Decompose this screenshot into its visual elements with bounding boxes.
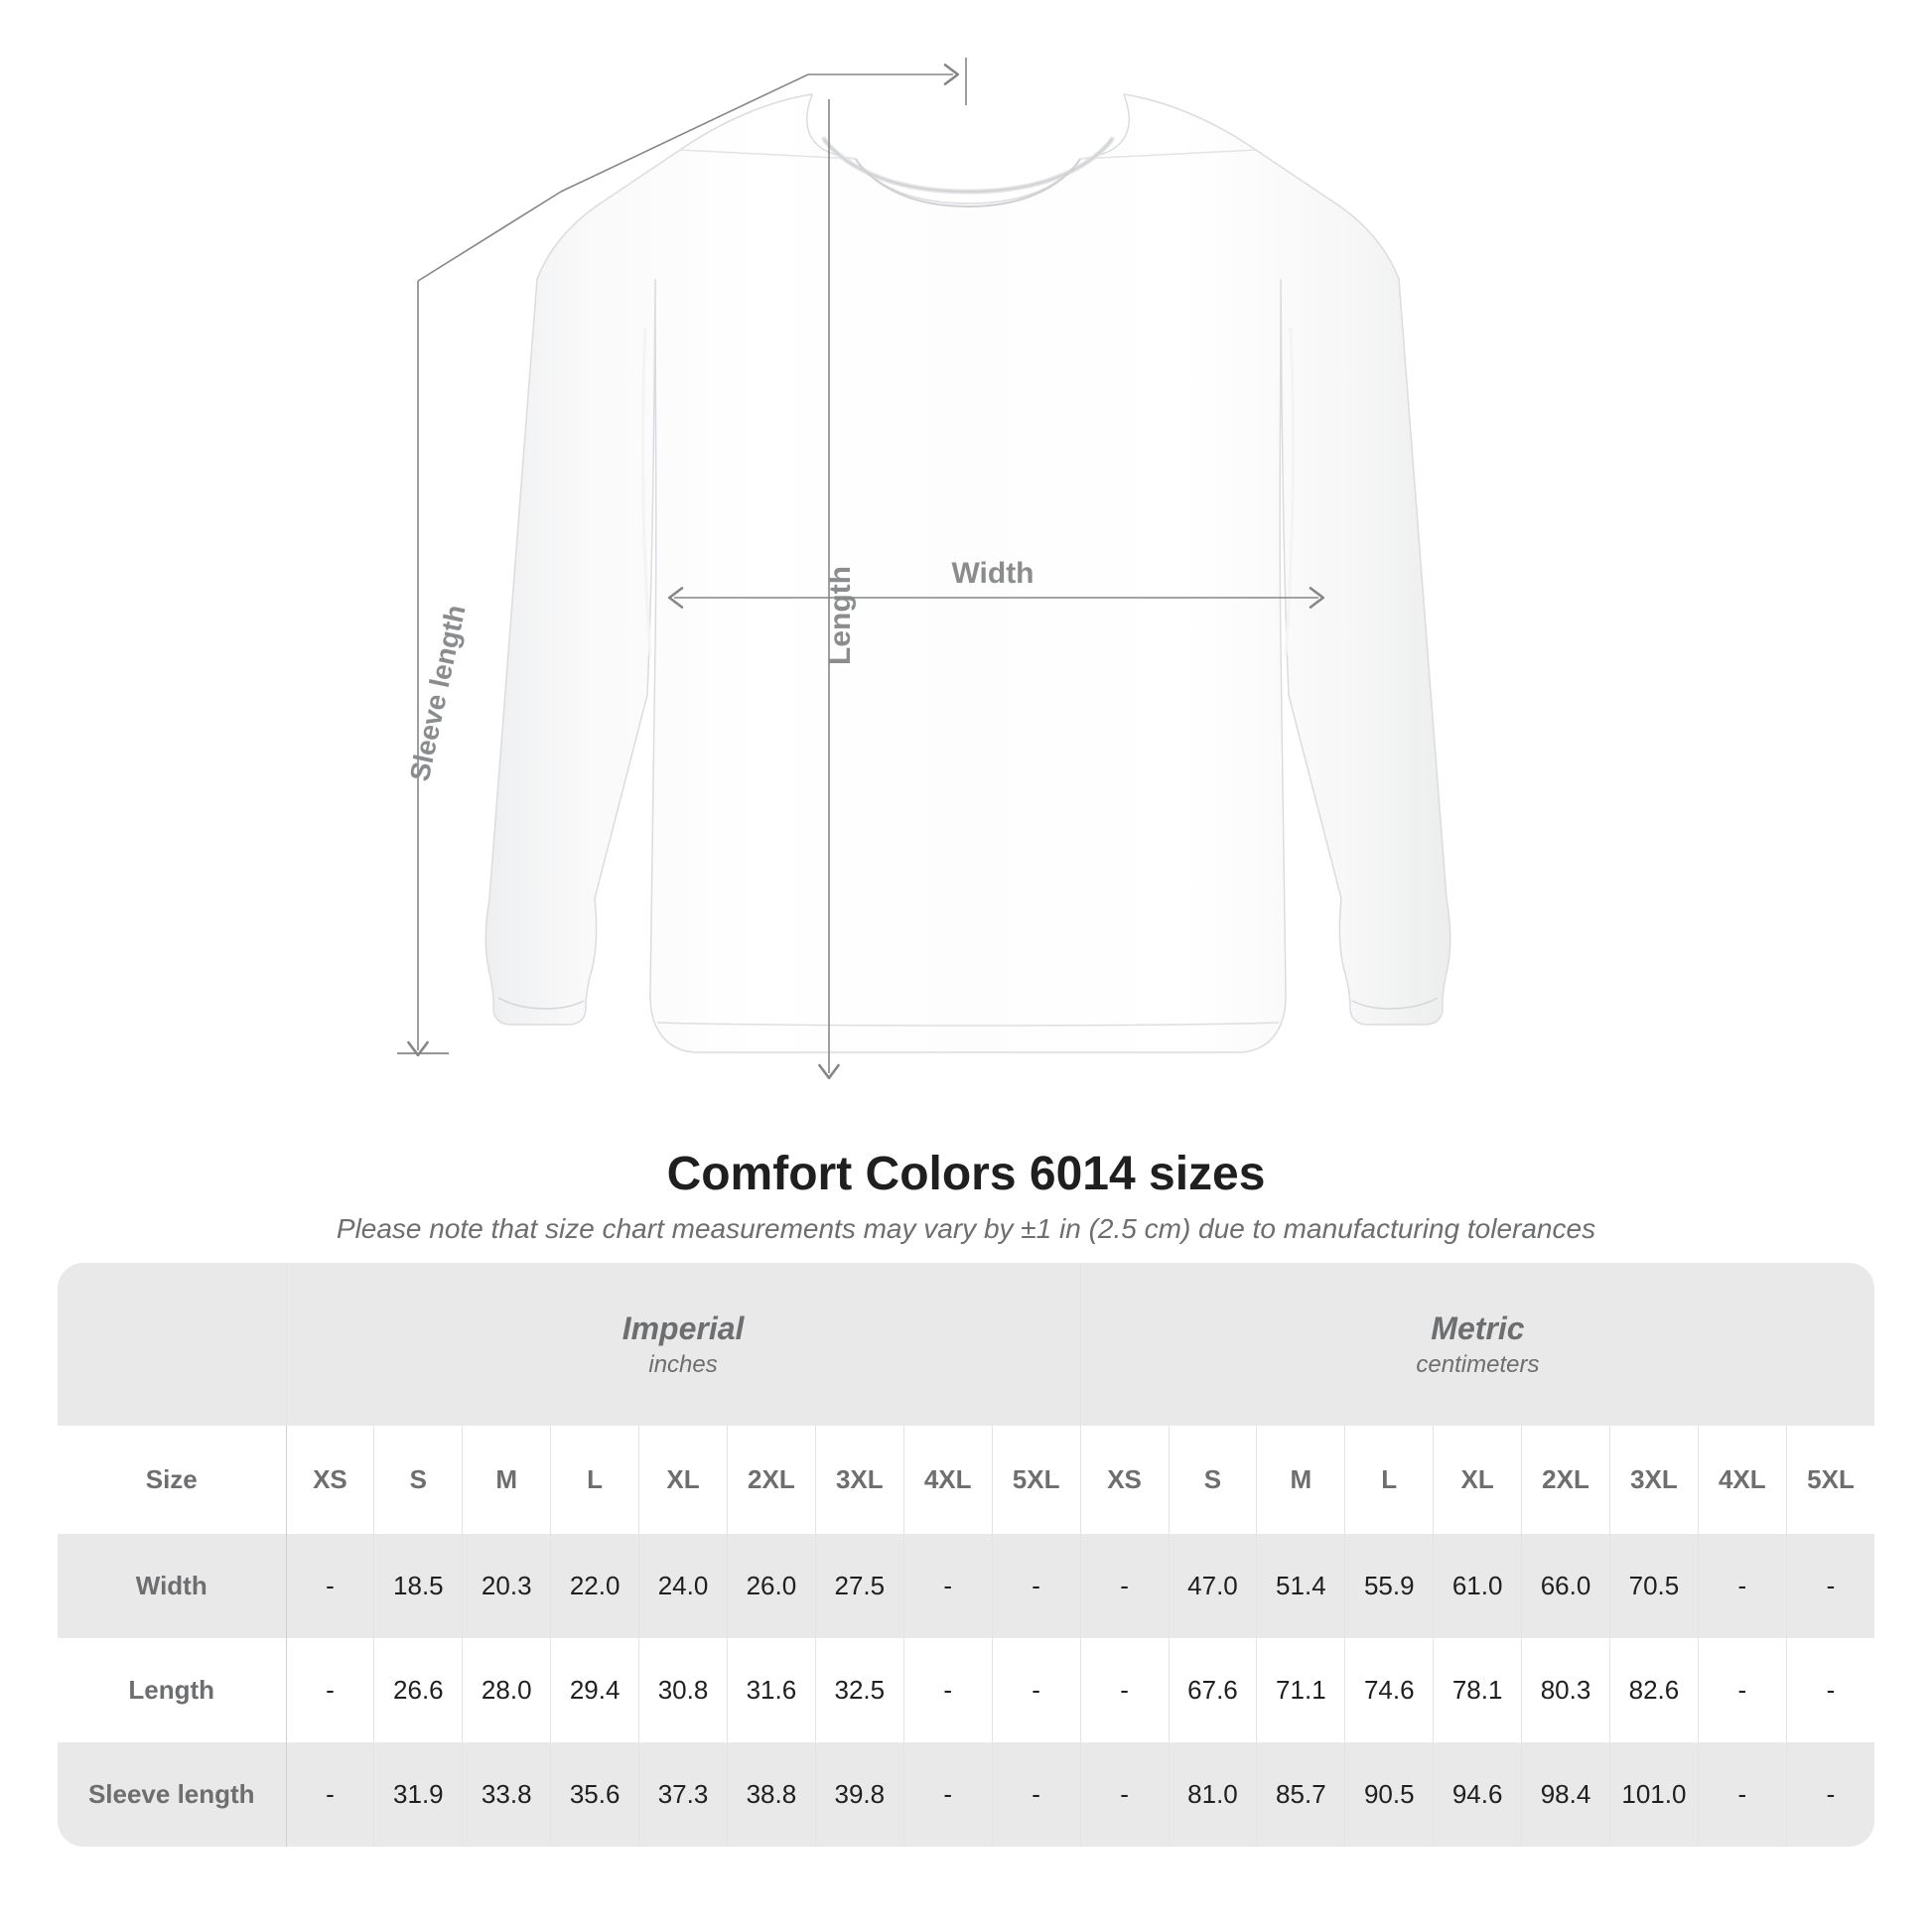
svg-text:Width: Width: [951, 557, 1034, 590]
svg-text:Length: Length: [824, 566, 857, 665]
svg-text:Sleeve length: Sleeve length: [404, 603, 472, 784]
